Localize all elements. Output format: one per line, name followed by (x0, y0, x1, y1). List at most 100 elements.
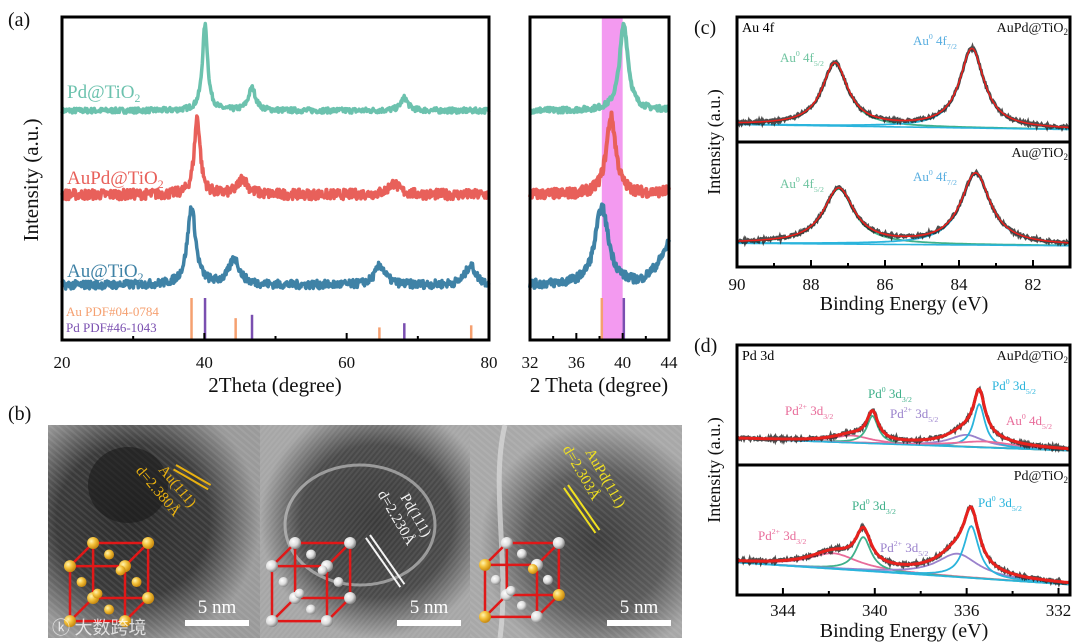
atom (317, 565, 328, 576)
x-tick-label: 36 (568, 353, 585, 372)
fringe-marker (563, 484, 601, 534)
au4f-y-axis-label: Intensity (a.u.) (704, 89, 725, 194)
scale-bar (185, 620, 249, 626)
x-tick-label: 340 (862, 601, 888, 620)
scale-bar (397, 620, 461, 626)
xrd-x-axis-label: 2Theta (degree) (208, 373, 342, 397)
background-line (737, 123, 1070, 131)
x-tick-label: 344 (770, 601, 796, 620)
atom (131, 577, 142, 588)
x-tick-label: 332 (1046, 601, 1072, 620)
x-tick-label: 44 (661, 353, 679, 372)
sample-label: Au@TiO2 (1011, 146, 1068, 162)
scale-bar (607, 620, 671, 626)
background-line (736, 561, 1071, 586)
xrd-trace-au (528, 202, 671, 290)
atom (119, 615, 131, 628)
panel-label-d: (d) (694, 335, 717, 357)
atom (531, 610, 543, 623)
component-label: Au0 4d5/2 (1006, 412, 1052, 431)
scale-bar-label: 5 nm (620, 597, 659, 618)
envelope-fit (737, 387, 1070, 451)
fringe-marker (173, 464, 212, 491)
xrd-trace-pd (60, 21, 491, 115)
au4f-x-axis-label: Binding Energy (eV) (820, 293, 989, 315)
atom (87, 537, 100, 549)
atom (306, 604, 317, 615)
watermark-logo: ⓚ 大数跨境 (52, 618, 147, 638)
lattice-fringes (470, 425, 682, 638)
atom (104, 604, 115, 615)
particle-edge (283, 463, 437, 587)
panel-label-c: (c) (694, 17, 716, 39)
background-line (737, 242, 1071, 247)
atom (506, 585, 516, 596)
sample-label: Pd@TiO2 (1014, 469, 1068, 485)
component-label: Pd0 3d5/2 (978, 494, 1022, 513)
reference-label-pd: Pd PDF#46-1043 (66, 320, 157, 335)
x-tick-label: 90 (729, 275, 746, 294)
scale-bar-label: 5 nm (410, 597, 449, 618)
x-tick-label: 80 (481, 353, 498, 372)
atom (289, 537, 302, 549)
highlight-band (601, 17, 623, 340)
atom (500, 537, 513, 549)
pd3d-y-axis-label: Intensity (a.u.) (704, 417, 725, 522)
x-tick-label: 40 (614, 353, 631, 372)
component-label: Pd2+ 3d5/2 (880, 539, 928, 558)
series-label: Pd@TiO2 (67, 82, 141, 105)
panel-label-a: (a) (8, 9, 30, 31)
scale-bar-label: 5 nm (198, 597, 237, 618)
atom (552, 537, 565, 549)
envelope-fit (737, 171, 1071, 244)
component-label: Au0 4f7/2 (913, 168, 957, 187)
sample-label: AuPd@TiO2 (997, 21, 1068, 37)
atom (479, 610, 491, 623)
atom (552, 589, 565, 601)
atom (306, 549, 317, 560)
atom (527, 564, 538, 574)
atom (104, 549, 115, 560)
component-label: Pd0 3d3/2 (868, 385, 912, 404)
atom (266, 615, 278, 628)
component-label: Pd0 3d5/2 (992, 377, 1036, 396)
x-tick-label: 84 (951, 275, 969, 294)
envelope-fit (736, 47, 1071, 129)
x-tick-label: 40 (196, 353, 213, 372)
x-tick-label: 336 (954, 601, 980, 620)
atom (76, 577, 87, 588)
xrd-y-axis-label: Intensity (a.u.) (19, 118, 43, 241)
atom (294, 588, 305, 599)
atom (542, 574, 553, 585)
xrd-trace-aupd (60, 114, 491, 202)
x-tick-label: 32 (522, 353, 539, 372)
atom (278, 577, 289, 588)
atom (490, 574, 501, 585)
reference-label-au: Au PDF#04-0784 (66, 304, 159, 319)
series-label: Au@TiO2 (67, 261, 144, 284)
xrd-trace-au (60, 205, 491, 291)
atom (333, 577, 344, 588)
component-label: Au0 4f5/2 (780, 49, 824, 68)
sample-label: AuPd@TiO2 (997, 349, 1068, 365)
component-label: Pd0 3d3/2 (852, 497, 896, 516)
atom (142, 592, 155, 604)
component-label: Au0 4f7/2 (913, 32, 957, 51)
atom (479, 558, 491, 571)
component-label: Au0 4f5/2 (780, 175, 824, 194)
atom (516, 600, 527, 611)
component-label: Pd2+ 3d3/2 (785, 402, 833, 421)
atom (92, 588, 103, 599)
atom (266, 560, 278, 573)
atom (64, 560, 76, 573)
x-tick-label: 60 (338, 353, 355, 372)
au4f-title: Au 4f (742, 21, 775, 36)
atom (344, 592, 357, 604)
x-tick-label: 82 (1025, 275, 1042, 294)
xps-au4f-panel: 90 88 86 84 82 Au 4f Intensity (a.u.) Bindin… (704, 15, 1072, 315)
xps-pd3d-panel: 344 340 336 332 Pd 3d Intensity (a.u.) Bind… (704, 343, 1072, 642)
xrd-zoom-x-axis-label: 2 Theta (degree) (530, 373, 668, 397)
